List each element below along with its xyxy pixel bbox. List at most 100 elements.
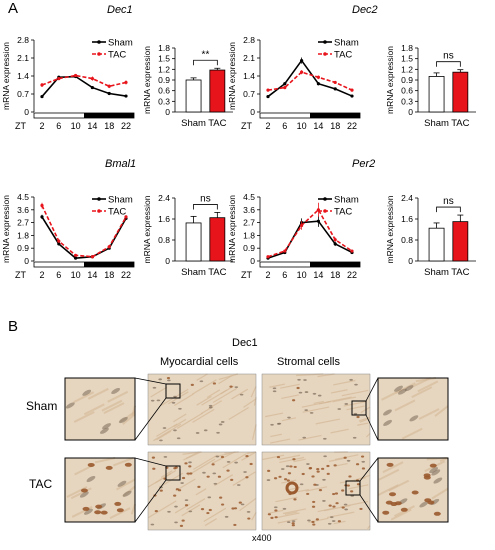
dec1-stain xyxy=(361,467,366,470)
image-border xyxy=(147,451,257,531)
zoom-box xyxy=(345,480,361,496)
nucleus xyxy=(203,429,208,432)
zoom-box xyxy=(165,465,181,481)
nucleus xyxy=(303,379,307,381)
legend-sham-marker xyxy=(323,197,327,201)
fiber xyxy=(148,500,177,519)
tissue-background xyxy=(262,452,370,530)
dec1-stain xyxy=(229,385,233,388)
fiber xyxy=(176,412,203,429)
magnification-label: x400 xyxy=(252,533,272,543)
dec1-stain xyxy=(179,524,184,528)
dec1-stain xyxy=(318,489,323,492)
nucleus xyxy=(171,401,176,404)
legend-sham-marker xyxy=(97,40,101,44)
fiber xyxy=(192,408,215,423)
fiber xyxy=(281,417,297,422)
fiber xyxy=(212,387,238,404)
fiber xyxy=(181,504,201,517)
fiber xyxy=(103,402,125,415)
fiber xyxy=(196,373,208,381)
fiber xyxy=(341,389,369,397)
dec1-stain xyxy=(230,478,234,481)
x-tick-label: Sham xyxy=(181,267,206,278)
fiber xyxy=(270,438,291,444)
dec1-stain xyxy=(278,475,282,478)
nucleus xyxy=(409,415,419,422)
data-point xyxy=(300,58,304,63)
dec1-stain xyxy=(233,507,238,510)
significance-bracket xyxy=(193,59,218,66)
fiber xyxy=(330,428,349,434)
sham-series-line xyxy=(41,75,127,98)
nucleus xyxy=(117,480,127,487)
dec1-stain xyxy=(348,475,352,478)
dec1-stain xyxy=(181,476,186,480)
nucleus xyxy=(150,399,155,402)
fiber xyxy=(222,453,247,469)
fiber xyxy=(411,386,433,399)
y-tick-label: 0 xyxy=(250,256,255,266)
nucleus xyxy=(122,490,132,497)
nucleus xyxy=(304,409,309,412)
dec1-stain xyxy=(184,462,188,465)
data-point xyxy=(57,242,61,246)
dec1-stain xyxy=(311,475,315,478)
data-point xyxy=(124,94,128,98)
x-tick-label: 18 xyxy=(330,270,340,280)
dec1-stain xyxy=(245,455,249,458)
dec1-stain xyxy=(326,472,330,475)
fiber xyxy=(153,423,182,442)
fiber xyxy=(232,471,256,486)
nucleus xyxy=(158,378,162,381)
dec1-stain xyxy=(326,464,330,468)
nucleus xyxy=(272,390,277,393)
dec1-stain xyxy=(427,500,435,505)
fiber xyxy=(175,478,196,492)
image-border xyxy=(147,373,257,446)
x-axis-prefix: ZT xyxy=(15,270,26,280)
fiber xyxy=(182,451,202,455)
dec1-stain xyxy=(217,475,222,478)
x-tick-label: 14 xyxy=(87,121,97,131)
nucleus xyxy=(152,386,157,389)
dec1-stain xyxy=(190,383,194,386)
column-header-stromal: Stromal cells xyxy=(277,356,340,368)
data-point xyxy=(57,239,61,243)
dec1-stain xyxy=(316,467,320,471)
dec1-stain xyxy=(267,469,271,472)
x-tick-label: 2 xyxy=(39,270,44,280)
fiber xyxy=(241,451,257,461)
inset-border xyxy=(64,457,136,523)
image-sham-stromal xyxy=(261,373,371,446)
x-tick-label: 18 xyxy=(104,121,114,131)
data-point xyxy=(350,94,354,98)
fiber xyxy=(277,518,298,524)
dec1-stain xyxy=(94,510,102,515)
dec1-stain xyxy=(312,500,316,504)
y-tick-label: 2.7 xyxy=(17,218,29,228)
data-point xyxy=(333,242,337,246)
dec1-stain xyxy=(173,494,177,497)
sham-series-line xyxy=(267,220,353,259)
nucleus xyxy=(337,408,342,410)
nucleus xyxy=(383,409,392,416)
nucleus xyxy=(188,461,192,464)
nucleus xyxy=(302,436,307,439)
nucleus xyxy=(243,471,247,473)
y-axis-label: mRNA expression xyxy=(1,195,11,263)
fiber xyxy=(173,418,187,428)
significance-label: ns xyxy=(443,196,454,207)
x-tick-label: 2 xyxy=(265,121,270,131)
nucleus xyxy=(352,436,357,439)
fiber xyxy=(83,403,105,416)
gene-label-dec2: Dec2 xyxy=(352,4,378,16)
fiber xyxy=(334,454,359,461)
nucleus xyxy=(195,432,200,434)
nucleus xyxy=(299,483,304,486)
data-point xyxy=(90,76,94,81)
sham-bar xyxy=(185,222,202,262)
fiber xyxy=(336,462,348,467)
y-tick-label: 0.9 xyxy=(243,243,255,253)
data-point xyxy=(350,88,354,92)
